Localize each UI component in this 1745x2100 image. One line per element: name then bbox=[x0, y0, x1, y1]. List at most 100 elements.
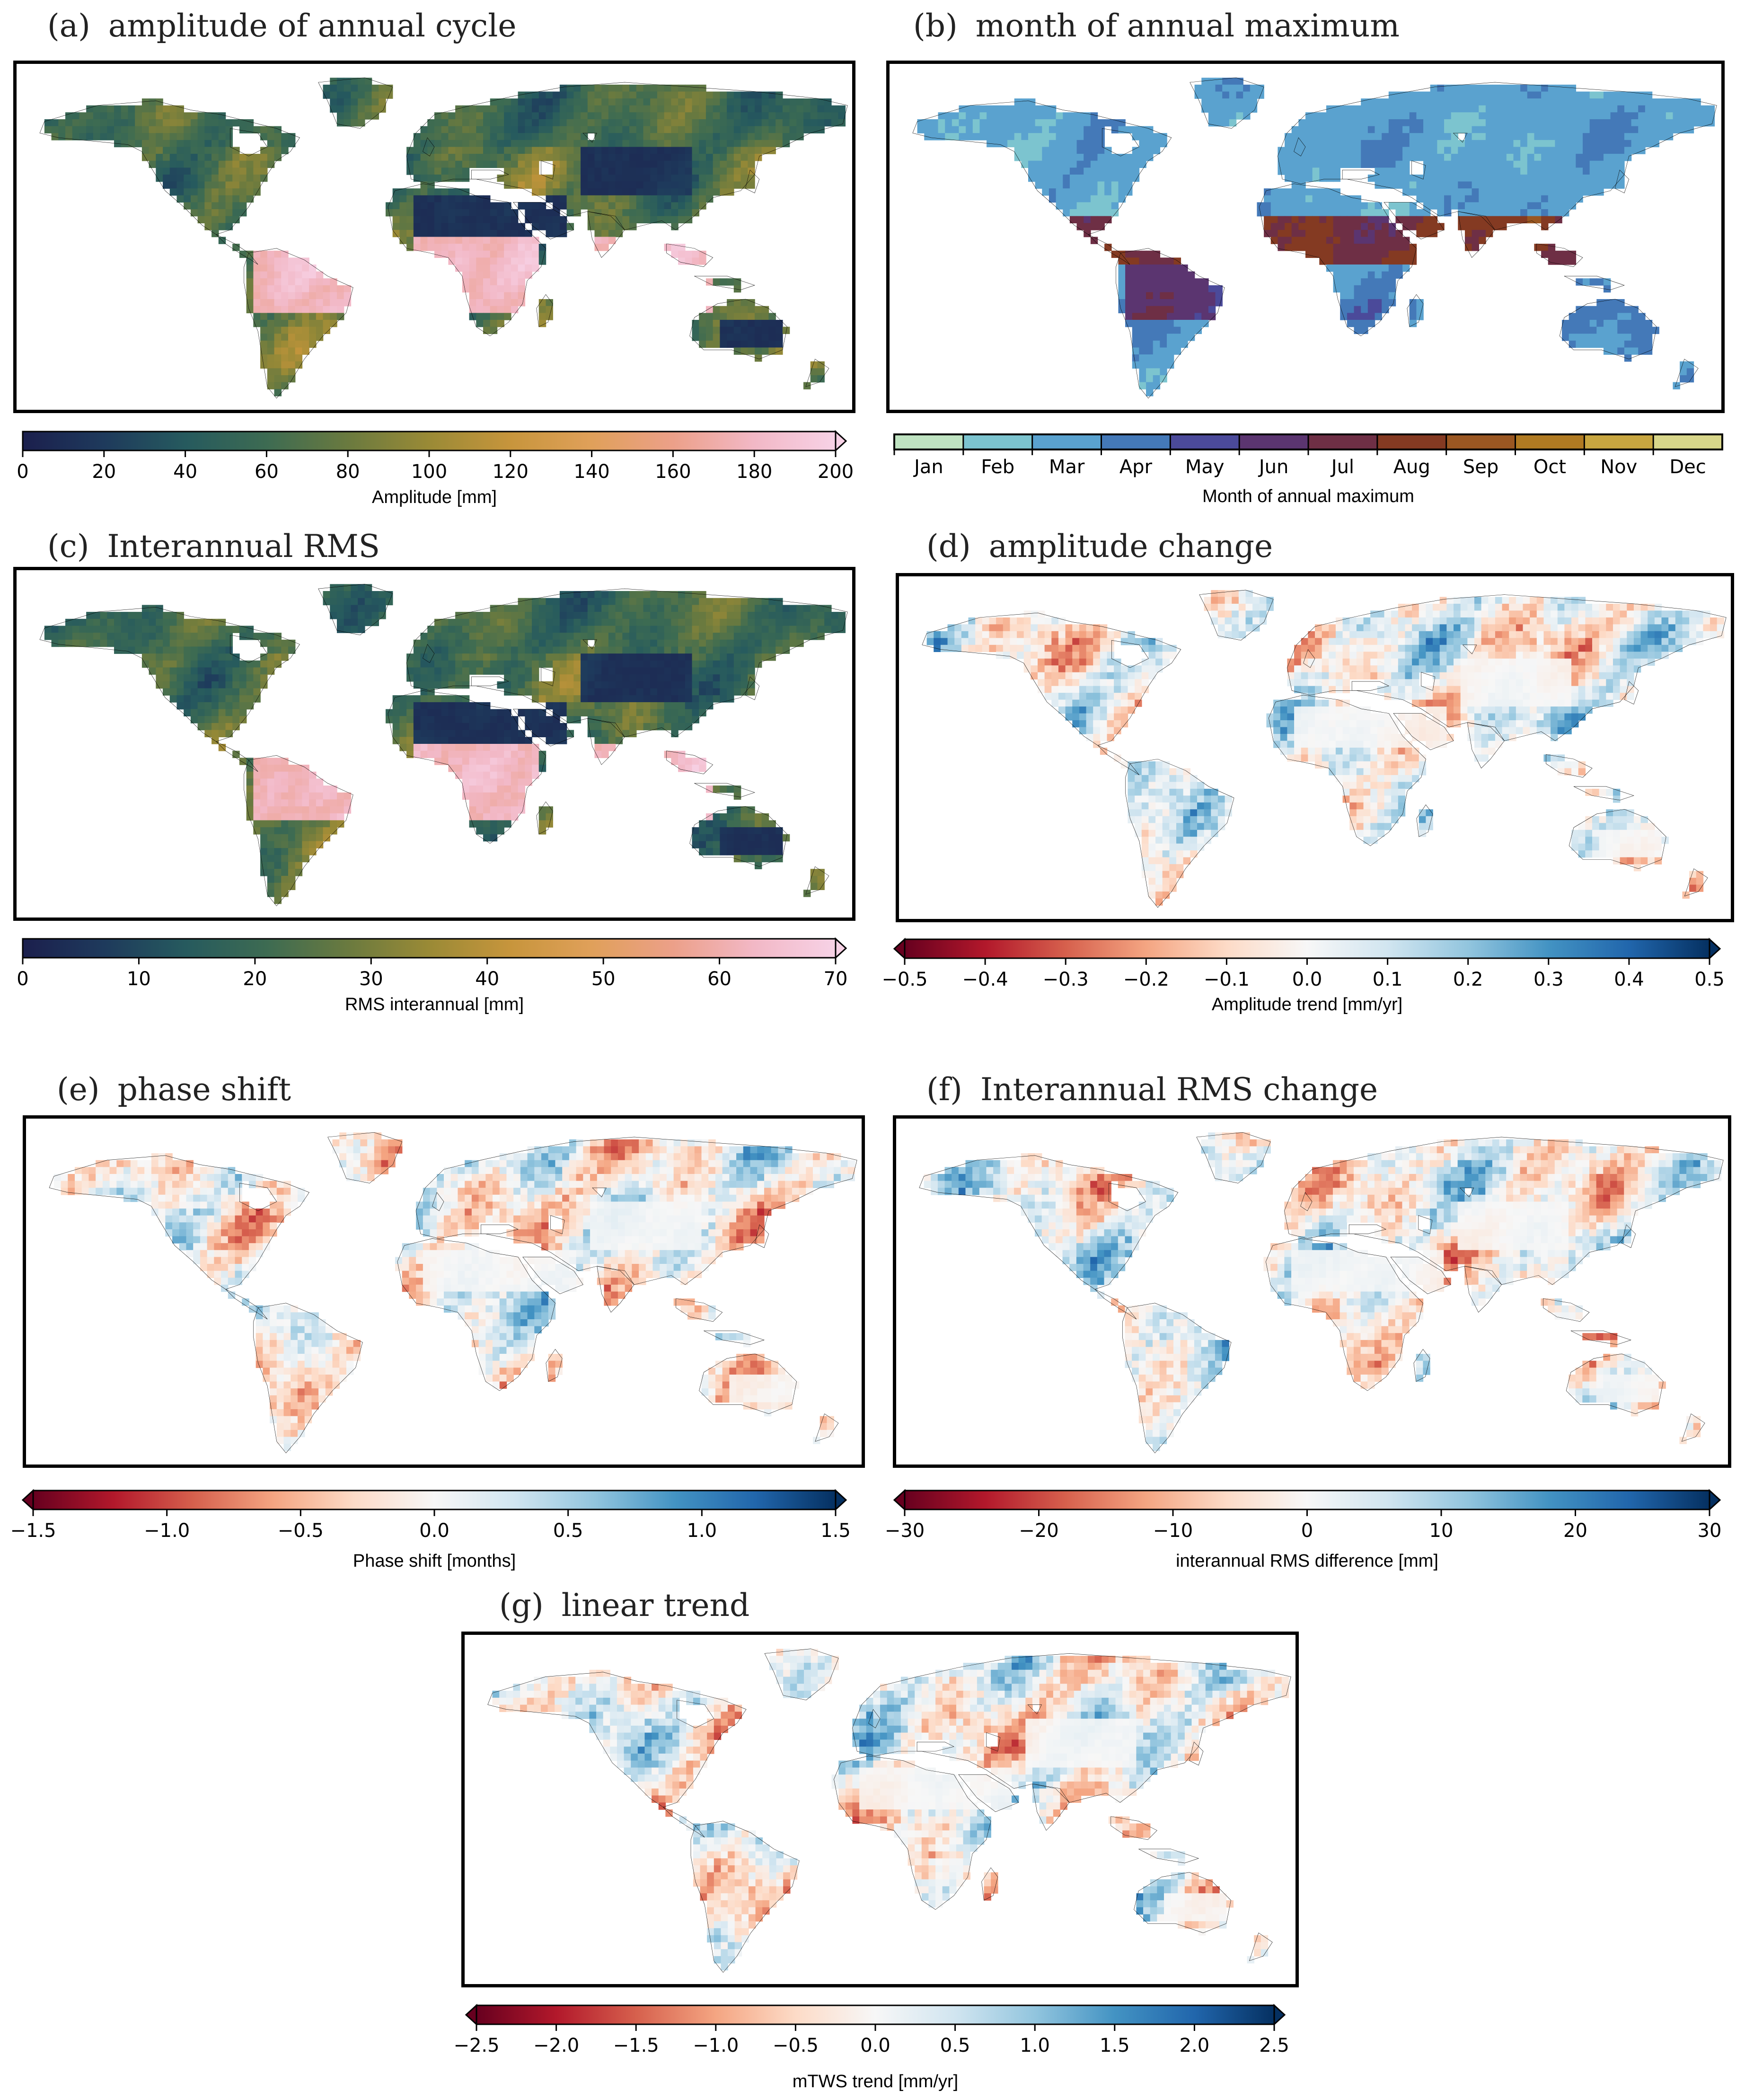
grid-cell bbox=[566, 105, 574, 113]
grid-cell bbox=[1610, 133, 1618, 141]
grid-cell bbox=[1499, 188, 1507, 196]
grid-cell bbox=[622, 646, 630, 654]
grid-cell bbox=[1285, 140, 1292, 148]
grid-cell bbox=[336, 584, 344, 591]
grid-cell bbox=[601, 639, 609, 647]
grid-cell bbox=[699, 326, 706, 334]
grid-cell bbox=[657, 133, 665, 141]
grid-cell bbox=[740, 98, 748, 106]
grid-cell bbox=[1063, 119, 1070, 127]
grid-cell bbox=[518, 229, 526, 238]
grid-cell bbox=[1285, 223, 1292, 230]
grid-cell bbox=[810, 626, 818, 633]
grid-cell bbox=[260, 299, 268, 307]
grid-cell bbox=[1409, 126, 1417, 133]
grid-cell bbox=[1347, 306, 1355, 314]
grid-cell bbox=[713, 168, 721, 175]
grid-cell bbox=[733, 105, 741, 113]
grid-cell bbox=[546, 688, 553, 696]
grid-cell bbox=[1402, 105, 1410, 113]
grid-cell bbox=[281, 271, 289, 279]
grid-cell bbox=[399, 723, 407, 731]
grid-cell bbox=[1333, 126, 1340, 133]
grid-cell bbox=[803, 105, 811, 113]
grid-cell bbox=[169, 133, 177, 141]
grid-cell bbox=[643, 667, 651, 675]
grid-cell bbox=[608, 154, 616, 161]
grid-cell bbox=[1631, 98, 1639, 106]
grid-cell bbox=[685, 681, 693, 689]
grid-cell bbox=[392, 709, 400, 717]
grid-cell bbox=[1395, 133, 1403, 141]
grid-cell bbox=[776, 119, 783, 127]
grid-cell bbox=[573, 195, 581, 203]
grid-cell bbox=[1181, 306, 1188, 314]
grid-cell bbox=[678, 626, 686, 633]
colorbar-tick-label: 160 bbox=[655, 461, 691, 483]
grid-cell bbox=[1153, 313, 1161, 320]
grid-cell bbox=[323, 292, 330, 300]
grid-cell bbox=[692, 174, 699, 182]
grid-cell bbox=[434, 147, 442, 154]
grid-cell bbox=[1513, 84, 1521, 92]
grid-cell bbox=[615, 202, 623, 210]
grid-cell bbox=[727, 646, 734, 654]
grid-cell bbox=[281, 285, 289, 293]
grid-cell bbox=[685, 168, 693, 175]
grid-cell bbox=[79, 633, 87, 640]
grid-cell bbox=[748, 299, 755, 307]
grid-cell bbox=[358, 105, 365, 113]
grid-cell bbox=[169, 646, 177, 654]
grid-cell bbox=[1139, 250, 1146, 258]
grid-cell bbox=[1146, 326, 1154, 334]
grid-cell bbox=[733, 674, 741, 682]
grid-cell bbox=[657, 216, 665, 223]
grid-cell bbox=[643, 188, 651, 196]
grid-cell bbox=[546, 299, 553, 307]
grid-cell bbox=[594, 244, 602, 251]
grid-cell bbox=[413, 229, 421, 238]
grid-cell bbox=[1506, 105, 1514, 113]
grid-cell bbox=[740, 147, 748, 154]
grid-cell bbox=[169, 126, 177, 133]
grid-cell bbox=[1492, 133, 1500, 141]
grid-cell bbox=[1208, 112, 1216, 120]
grid-cell bbox=[1201, 306, 1209, 314]
grid-cell bbox=[156, 681, 163, 689]
grid-cell bbox=[1319, 229, 1327, 238]
grid-cell bbox=[176, 195, 184, 203]
grid-cell bbox=[1589, 168, 1597, 175]
grid-cell bbox=[720, 126, 727, 133]
grid-cell bbox=[1215, 98, 1223, 106]
grid-cell bbox=[1631, 105, 1639, 113]
grid-cell bbox=[225, 723, 233, 731]
grid-cell bbox=[1278, 188, 1285, 196]
grid-cell bbox=[253, 278, 261, 286]
grid-cell bbox=[559, 126, 567, 133]
grid-cell bbox=[1173, 347, 1181, 355]
grid-cell bbox=[1361, 257, 1368, 265]
grid-cell bbox=[1278, 229, 1285, 238]
grid-cell bbox=[448, 674, 456, 682]
grid-cell bbox=[678, 119, 686, 127]
grid-cell bbox=[469, 716, 477, 724]
grid-cell bbox=[1173, 319, 1181, 327]
grid-cell bbox=[664, 618, 672, 626]
grid-cell bbox=[1534, 154, 1542, 161]
grid-cell bbox=[1042, 133, 1049, 141]
grid-cell bbox=[1569, 326, 1577, 334]
grid-cell bbox=[239, 660, 247, 668]
grid-cell bbox=[156, 98, 163, 106]
grid-cell bbox=[587, 626, 595, 633]
grid-cell bbox=[358, 91, 365, 99]
grid-cell bbox=[1638, 147, 1646, 154]
grid-cell bbox=[1153, 140, 1161, 148]
grid-cell bbox=[336, 313, 344, 320]
grid-cell bbox=[1458, 98, 1465, 106]
grid-cell bbox=[1194, 292, 1202, 300]
grid-cell bbox=[1506, 195, 1514, 203]
grid-cell bbox=[204, 709, 212, 717]
grid-cell bbox=[358, 626, 365, 633]
grid-cell bbox=[622, 633, 630, 640]
grid-cell bbox=[427, 626, 435, 633]
